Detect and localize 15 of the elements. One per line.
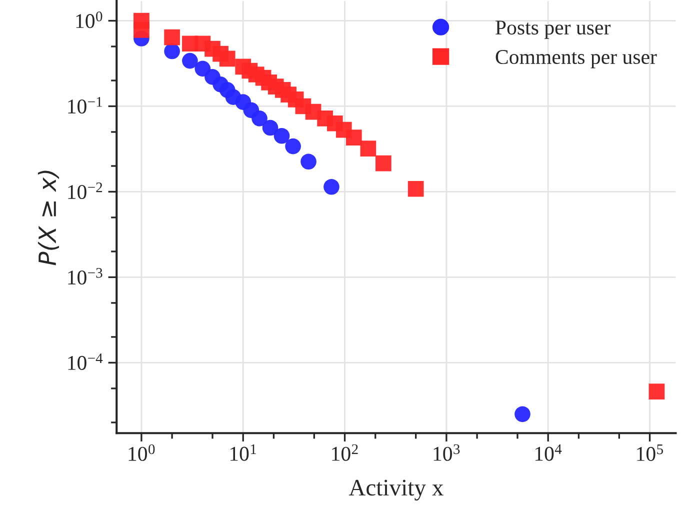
x-tick-label: 10$^{5}$ xyxy=(637,444,663,461)
x-axis-title: Activity x xyxy=(348,480,444,501)
legend-label: Posts per user xyxy=(496,20,610,39)
x-tick-label: 10$^{3}$ xyxy=(434,444,460,461)
x-tick-label: 10$^{0}$ xyxy=(128,444,155,461)
y-tick-label: 10$^{−4}$ xyxy=(68,353,103,370)
y-tick-label: 10$^{−1}$ xyxy=(68,97,102,114)
x-tick-label: 10$^{1}$ xyxy=(230,444,256,461)
y-axis-title: P(X ≥ x) xyxy=(38,170,59,266)
legend-label: Comments per user xyxy=(496,50,657,68)
y-tick-label: 10$^{0}$ xyxy=(76,12,102,28)
x-tick-label: 10$^{2}$ xyxy=(332,444,358,461)
y-tick-label: 10$^{−3}$ xyxy=(68,268,102,285)
x-tick-label: 10$^{4}$ xyxy=(535,444,562,461)
y-tick-label: 10$^{−2}$ xyxy=(68,182,102,200)
